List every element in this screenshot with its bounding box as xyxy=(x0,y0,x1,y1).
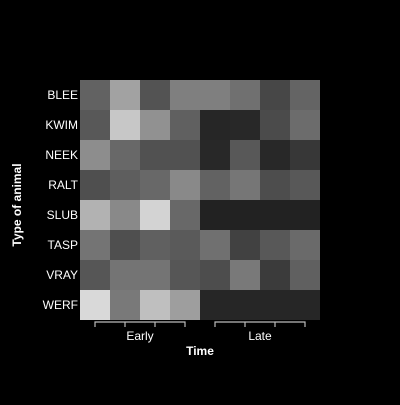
row-label-neek: NEEK xyxy=(45,148,78,162)
group-bracket-late xyxy=(214,321,306,327)
heatmap-cell-ralt-6 xyxy=(260,170,290,200)
heatmap-cell-blee-3 xyxy=(170,80,200,110)
heatmap-cell-tasp-6 xyxy=(260,230,290,260)
heatmap-cell-vray-4 xyxy=(200,260,230,290)
heatmap-cell-blee-6 xyxy=(260,80,290,110)
heatmap-cell-werf-2 xyxy=(140,290,170,320)
heatmap-cell-ralt-2 xyxy=(140,170,170,200)
heatmap-cell-vray-6 xyxy=(260,260,290,290)
heatmap-cell-kwim-4 xyxy=(200,110,230,140)
heatmap-cell-neek-0 xyxy=(80,140,110,170)
heatmap-cell-slub-4 xyxy=(200,200,230,230)
heatmap-cell-neek-2 xyxy=(140,140,170,170)
heatmap-cell-neek-3 xyxy=(170,140,200,170)
heatmap-cell-slub-7 xyxy=(290,200,320,230)
heatmap-cell-blee-1 xyxy=(110,80,140,110)
heatmap-cell-kwim-6 xyxy=(260,110,290,140)
heatmap-cell-vray-7 xyxy=(290,260,320,290)
heatmap-cell-vray-1 xyxy=(110,260,140,290)
heatmap-cells xyxy=(80,80,320,320)
heatmap-cell-tasp-0 xyxy=(80,230,110,260)
heatmap-cell-vray-0 xyxy=(80,260,110,290)
heatmap-cell-blee-0 xyxy=(80,80,110,110)
heatmap-cell-vray-5 xyxy=(230,260,260,290)
heatmap-cell-slub-6 xyxy=(260,200,290,230)
heatmap-cell-blee-5 xyxy=(230,80,260,110)
heatmap-cell-blee-4 xyxy=(200,80,230,110)
heatmap-cell-tasp-5 xyxy=(230,230,260,260)
heatmap-cell-tasp-2 xyxy=(140,230,170,260)
heatmap-cell-ralt-5 xyxy=(230,170,260,200)
row-labels: BLEE KWIM NEEK RALT SLUB TASP VRAY WERF xyxy=(43,88,79,312)
heatmap-cell-neek-6 xyxy=(260,140,290,170)
heatmap-cell-neek-1 xyxy=(110,140,140,170)
heatmap-cell-ralt-7 xyxy=(290,170,320,200)
row-label-blee: BLEE xyxy=(47,88,78,102)
heatmap-cell-ralt-1 xyxy=(110,170,140,200)
heatmap-cell-werf-4 xyxy=(200,290,230,320)
row-label-slub: SLUB xyxy=(47,208,78,222)
heatmap-cell-werf-3 xyxy=(170,290,200,320)
group-label-early: Early xyxy=(126,329,153,343)
heatmap-cell-vray-3 xyxy=(170,260,200,290)
heatmap-cell-ralt-0 xyxy=(80,170,110,200)
heatmap-cell-blee-2 xyxy=(140,80,170,110)
group-bracket-early xyxy=(94,321,186,327)
heatmap-cell-slub-3 xyxy=(170,200,200,230)
y-axis-title: Type of animal xyxy=(10,163,24,246)
heatmap-cell-kwim-5 xyxy=(230,110,260,140)
heatmap-cell-ralt-3 xyxy=(170,170,200,200)
row-label-tasp: TASP xyxy=(48,238,78,252)
heatmap-cell-werf-5 xyxy=(230,290,260,320)
heatmap-cell-werf-6 xyxy=(260,290,290,320)
heatmap-cell-kwim-3 xyxy=(170,110,200,140)
heatmap-cell-neek-7 xyxy=(290,140,320,170)
heatmap-cell-werf-0 xyxy=(80,290,110,320)
heatmap-cell-ralt-4 xyxy=(200,170,230,200)
heatmap-cell-slub-1 xyxy=(110,200,140,230)
heatmap-cell-kwim-0 xyxy=(80,110,110,140)
heatmap-cell-kwim-1 xyxy=(110,110,140,140)
heatmap-cell-tasp-3 xyxy=(170,230,200,260)
heatmap-cell-slub-0 xyxy=(80,200,110,230)
heatmap-cell-tasp-1 xyxy=(110,230,140,260)
column-group-brackets: Early Late xyxy=(94,321,306,343)
group-label-late: Late xyxy=(248,329,272,343)
heatmap-cell-kwim-7 xyxy=(290,110,320,140)
row-label-vray: VRAY xyxy=(46,268,78,282)
x-axis-title: Time xyxy=(186,344,214,358)
heatmap-cell-vray-2 xyxy=(140,260,170,290)
row-label-ralt: RALT xyxy=(48,178,78,192)
heatmap-cell-werf-1 xyxy=(110,290,140,320)
row-label-werf: WERF xyxy=(43,298,78,312)
heatmap-cell-tasp-7 xyxy=(290,230,320,260)
heatmap-cell-slub-5 xyxy=(230,200,260,230)
heatmap-cell-tasp-4 xyxy=(200,230,230,260)
heatmap-cell-neek-5 xyxy=(230,140,260,170)
heatmap-cell-neek-4 xyxy=(200,140,230,170)
heatmap-cell-kwim-2 xyxy=(140,110,170,140)
row-label-kwim: KWIM xyxy=(45,118,78,132)
heatmap-cell-blee-7 xyxy=(290,80,320,110)
heatmap-cell-werf-7 xyxy=(290,290,320,320)
heatmap-cell-slub-2 xyxy=(140,200,170,230)
